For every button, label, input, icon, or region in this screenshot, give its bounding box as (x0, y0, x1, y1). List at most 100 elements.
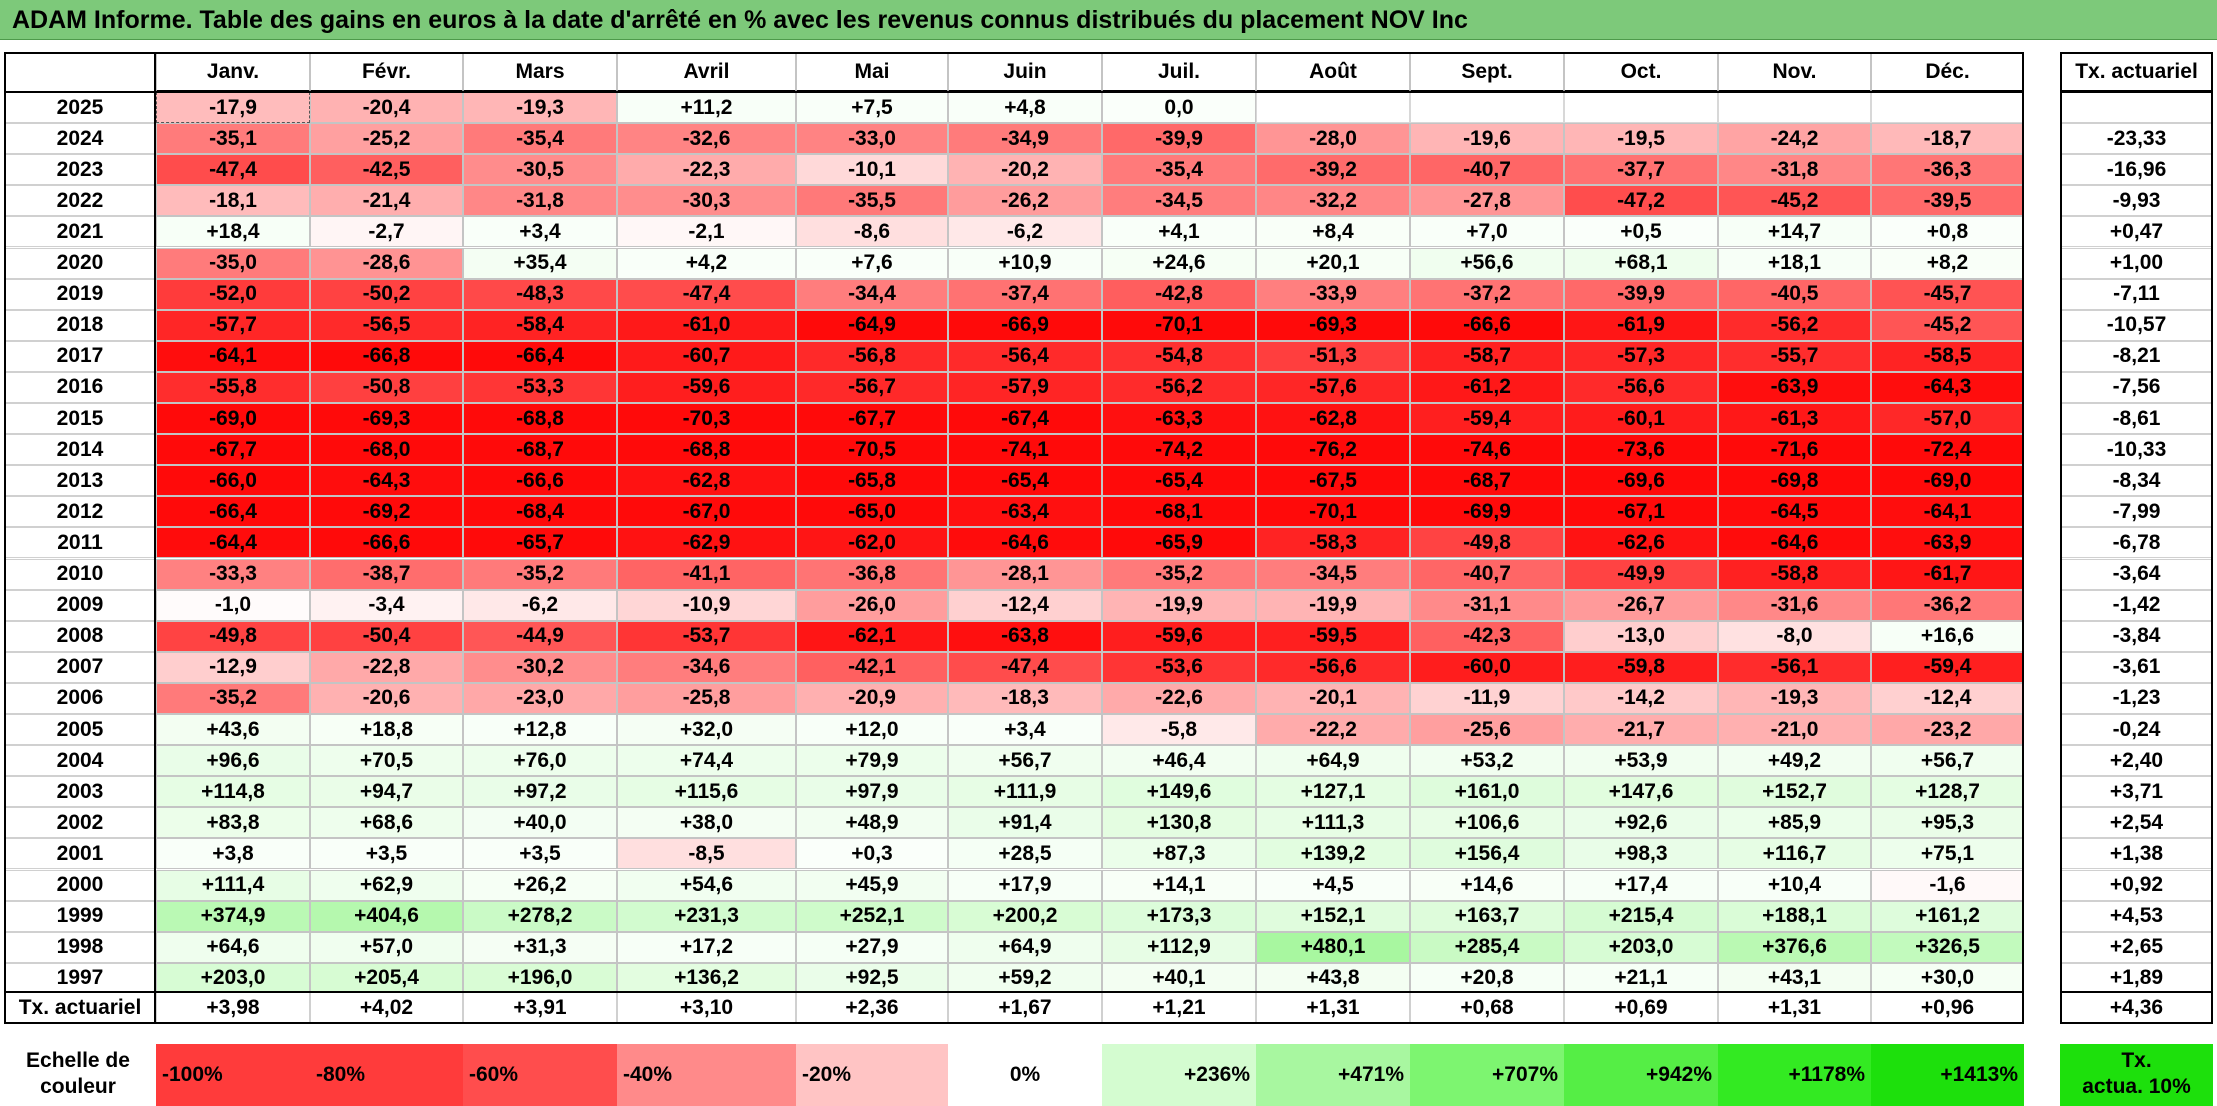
year-label: 1998 (4, 931, 156, 963)
table-cell: +18,4 (156, 216, 310, 248)
table-cell: +20,1 (1256, 247, 1410, 279)
table-cell: -67,4 (948, 403, 1102, 435)
table-cell: -22,2 (1256, 714, 1410, 746)
legend-swatch: -80% (310, 1044, 463, 1106)
table-cell: -49,9 (1564, 558, 1718, 590)
table-cell: -67,0 (617, 496, 796, 528)
table-cell: +59,2 (948, 962, 1102, 994)
table-cell: -70,3 (617, 403, 796, 435)
year-label: 2014 (4, 434, 156, 466)
table-cell: -60,7 (617, 340, 796, 372)
year-label: 2004 (4, 745, 156, 777)
table-cell: +17,2 (617, 931, 796, 963)
legend-swatch: +1413% (1871, 1044, 2024, 1106)
table-cell: -20,2 (948, 154, 1102, 186)
table-cell: -69,3 (310, 403, 463, 435)
table-cell: -8,5 (617, 838, 796, 870)
year-label: 2002 (4, 807, 156, 839)
table-cell: -34,5 (1102, 185, 1256, 217)
month-header: Sept. (1410, 52, 1564, 92)
summary-label: Tx. actuariel (4, 992, 156, 1024)
table-cell: +149,6 (1102, 776, 1256, 808)
table-cell: -58,8 (1718, 558, 1871, 590)
legend-swatch: -100% (156, 1044, 310, 1106)
table-cell: -68,7 (1410, 465, 1564, 497)
table-cell: +70,5 (310, 745, 463, 777)
year-label: 2008 (4, 620, 156, 652)
table-cell: +0,5 (1564, 216, 1718, 248)
table-cell: -35,1 (156, 123, 310, 155)
summary-cell: +1,31 (1256, 992, 1410, 1024)
table-cell: +3,4 (948, 714, 1102, 746)
table-cell: -6,2 (463, 589, 617, 621)
table-cell: +30,0 (1871, 962, 2024, 994)
table-cell: -64,4 (156, 527, 310, 559)
table-cell: -17,9 (156, 92, 310, 124)
table-rule (2060, 91, 2213, 93)
legend-swatch: -20% (796, 1044, 948, 1106)
table-cell: -42,8 (1102, 278, 1256, 310)
table-cell: -22,3 (617, 154, 796, 186)
table-cell: -62,8 (1256, 403, 1410, 435)
table-cell: -57,0 (1871, 403, 2024, 435)
table-cell: +161,0 (1410, 776, 1564, 808)
table-cell: -55,7 (1718, 340, 1871, 372)
table-cell: -45,7 (1871, 278, 2024, 310)
table-cell (1256, 92, 1410, 124)
legend-swatch: -60% (463, 1044, 617, 1106)
table-cell: -68,8 (617, 434, 796, 466)
tx-cell: +1,00 (2060, 247, 2213, 279)
year-label: 1999 (4, 900, 156, 932)
table-cell: -57,6 (1256, 371, 1410, 403)
table-cell: +136,2 (617, 962, 796, 994)
table-cell: +404,6 (310, 900, 463, 932)
tx-cell: -0,24 (2060, 714, 2213, 746)
year-label: 2012 (4, 496, 156, 528)
tx-cell (2060, 92, 2213, 124)
table-cell: -57,9 (948, 371, 1102, 403)
table-cell: -68,0 (310, 434, 463, 466)
table-cell: -23,2 (1871, 714, 2024, 746)
table-cell: -31,8 (1718, 154, 1871, 186)
table-cell: -56,2 (1718, 309, 1871, 341)
table-cell: +3,5 (310, 838, 463, 870)
table-cell: +53,2 (1410, 745, 1564, 777)
tx-cell: +0,47 (2060, 216, 2213, 248)
page-title: ADAM Informe. Table des gains en euros à… (12, 6, 1468, 34)
table-cell: -57,7 (156, 309, 310, 341)
table-cell: -66,9 (948, 309, 1102, 341)
table-cell: +12,8 (463, 714, 617, 746)
table-cell: -68,7 (463, 434, 617, 466)
month-header: Mai (796, 52, 948, 92)
table-cell: -10,9 (617, 589, 796, 621)
year-label: 2005 (4, 714, 156, 746)
table-cell: -33,0 (796, 123, 948, 155)
month-header: Oct. (1564, 52, 1718, 92)
table-cell: +4,1 (1102, 216, 1256, 248)
table-cell: -1,6 (1871, 869, 2024, 901)
table-cell: -69,2 (310, 496, 463, 528)
year-label: 2025 (4, 92, 156, 124)
table-cell: -35,2 (463, 558, 617, 590)
table-cell: -55,8 (156, 371, 310, 403)
table-cell: +376,6 (1718, 931, 1871, 963)
table-cell: -37,7 (1564, 154, 1718, 186)
table-cell: -35,4 (1102, 154, 1256, 186)
table-cell: -53,6 (1102, 651, 1256, 683)
table-cell: -69,8 (1718, 465, 1871, 497)
table-cell: -31,6 (1718, 589, 1871, 621)
table-cell: +98,3 (1564, 838, 1718, 870)
table-cell: -30,2 (463, 651, 617, 683)
table-rule (4, 991, 2024, 993)
table-cell: +111,3 (1256, 807, 1410, 839)
table-cell: -12,4 (1871, 682, 2024, 714)
table-cell: -26,2 (948, 185, 1102, 217)
table-cell: -45,2 (1871, 309, 2024, 341)
table-cell: -54,8 (1102, 340, 1256, 372)
table-cell: +8,4 (1256, 216, 1410, 248)
year-label: 2009 (4, 589, 156, 621)
table-cell: -40,7 (1410, 558, 1564, 590)
table-cell (1564, 92, 1718, 124)
table-cell: -10,1 (796, 154, 948, 186)
